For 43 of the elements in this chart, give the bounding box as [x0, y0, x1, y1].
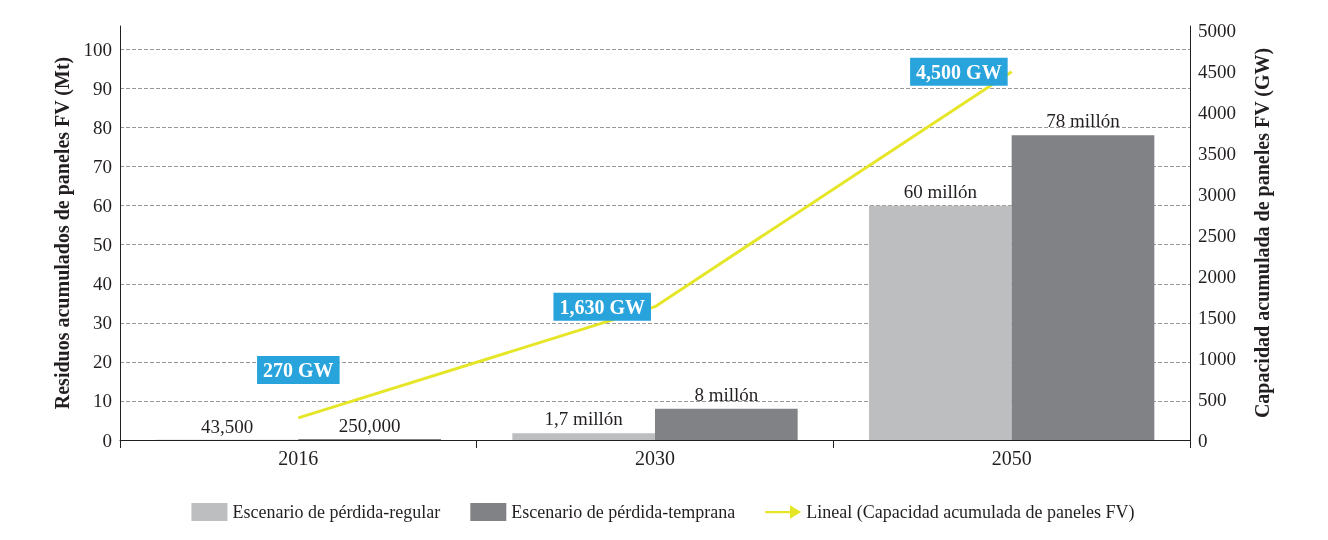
y2-tick-label: 0	[1198, 429, 1208, 451]
data-label: 78 millón	[1046, 110, 1121, 132]
y-tick-label: 80	[93, 117, 112, 139]
y2-tick-label: 4500	[1198, 61, 1236, 83]
data-label: 60 millón	[903, 180, 978, 202]
annotation: 43,500	[200, 415, 254, 437]
data-label: 1,630 GW	[559, 295, 645, 318]
y-tick-label: 50	[93, 234, 112, 256]
y-tick-label: 100	[83, 38, 112, 60]
y2-axis-title: Capacidad acumulada de paneles FV (GW)	[1251, 47, 1274, 419]
annotation: 250,000	[338, 415, 401, 437]
data-label: 270 GW	[263, 358, 334, 381]
x-tick-label: 2050	[991, 447, 1032, 469]
y-tick-label: 20	[93, 351, 112, 373]
bar	[869, 205, 1012, 440]
y-tick-label: 70	[93, 156, 112, 178]
y-tick-label: 0	[102, 429, 112, 451]
y2-tick-label: 2500	[1198, 224, 1236, 246]
y-tick-label: 30	[93, 312, 112, 334]
bar	[1011, 135, 1155, 440]
legend-label: Escenario de pérdida-temprana	[511, 502, 736, 522]
bar	[655, 408, 798, 440]
x-tick-label: 2030	[635, 447, 675, 469]
bar	[512, 433, 655, 440]
data-label: 4,500 GW	[916, 60, 1002, 83]
data-label: 1,7 millón	[544, 408, 624, 430]
y2-tick-label: 3500	[1198, 143, 1236, 165]
y2-tick-label: 3000	[1198, 184, 1236, 206]
y2-tick-label: 1000	[1198, 347, 1236, 369]
y-tick-label: 90	[93, 77, 112, 99]
x-tick-label: 2016	[278, 447, 319, 469]
y2-tick-label: 5000	[1198, 20, 1236, 42]
y2-tick-label: 500	[1198, 388, 1227, 410]
legend-label: Lineal (Capacidad acumulada de paneles FV)	[806, 502, 1135, 523]
y-tick-label: 40	[93, 273, 112, 295]
y-axis-title: Residuos acumulados de paneles FV (Mt)	[51, 56, 74, 410]
y2-tick-label: 4000	[1198, 102, 1236, 124]
y-tick-label: 60	[93, 195, 112, 217]
data-label: 8 millón	[694, 383, 759, 405]
y2-tick-label: 2000	[1198, 265, 1236, 287]
legend-label: Escenario de pérdida-regular	[232, 502, 441, 522]
y-tick-label: 10	[93, 390, 112, 412]
y2-tick-label: 1500	[1198, 306, 1236, 328]
